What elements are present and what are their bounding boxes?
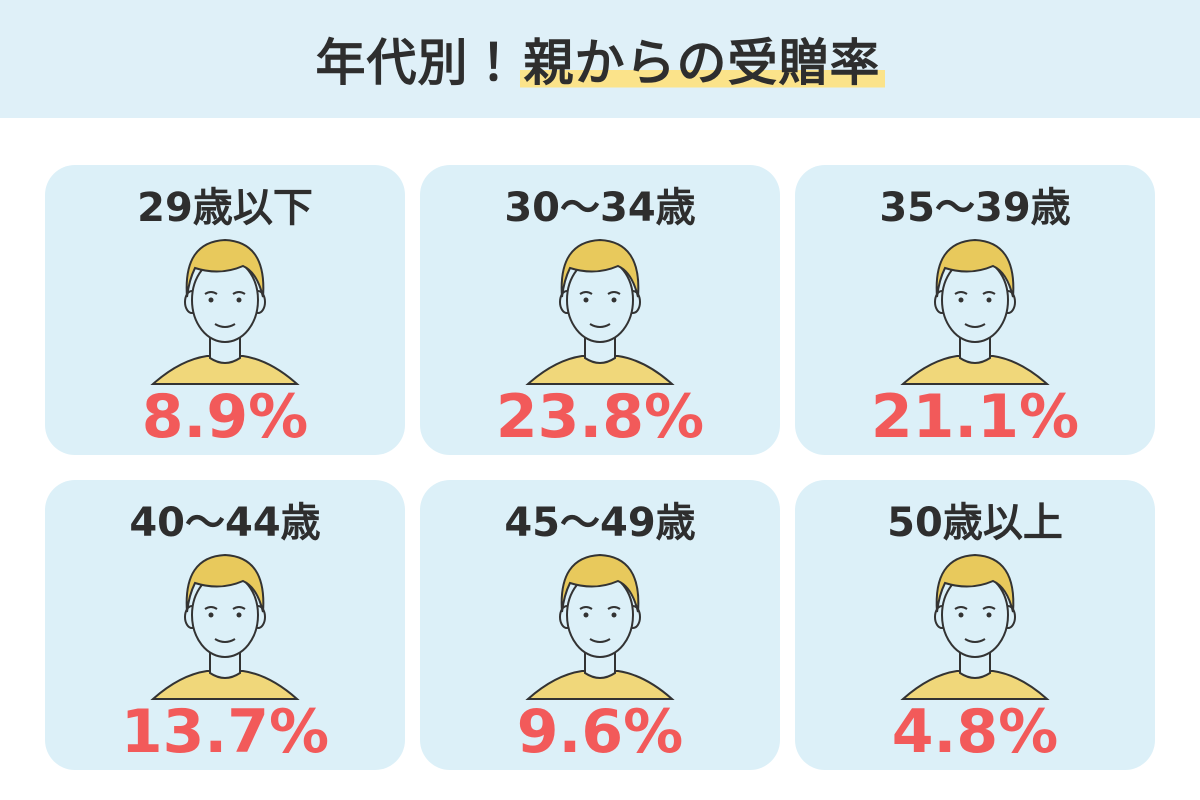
face-illustration — [895, 535, 1055, 700]
gift-rate: 13.7% — [120, 697, 330, 767]
face-icon — [895, 535, 1055, 700]
gift-rate: 21.1% — [870, 382, 1080, 452]
face-icon — [520, 535, 680, 700]
age-label: 30～34歳 — [504, 185, 696, 231]
age-label: 29歳以下 — [137, 185, 313, 231]
face-icon — [145, 535, 305, 700]
title: 年代別！親からの受贈率 — [316, 23, 885, 95]
age-card: 50歳以上 4.8% — [795, 480, 1155, 770]
face-illustration — [895, 220, 1055, 385]
header: 年代別！親からの受贈率 — [0, 0, 1200, 118]
face-illustration — [520, 535, 680, 700]
title-lead: 年代別！ — [315, 34, 520, 92]
age-label: 50歳以上 — [887, 500, 1063, 546]
face-icon — [145, 220, 305, 385]
gift-rate: 8.9% — [141, 382, 309, 452]
face-icon — [520, 220, 680, 385]
age-card: 45～49歳 9.6% — [420, 480, 780, 770]
face-illustration — [145, 535, 305, 700]
gift-rate: 23.8% — [495, 382, 705, 452]
age-card: 30～34歳 23.8% — [420, 165, 780, 455]
age-label: 35～39歳 — [879, 185, 1071, 231]
face-illustration — [520, 220, 680, 385]
age-card: 40～44歳 13.7% — [45, 480, 405, 770]
age-label: 40～44歳 — [129, 500, 321, 546]
gift-rate: 9.6% — [516, 697, 684, 767]
gift-rate: 4.8% — [891, 697, 1059, 767]
age-card: 35～39歳 21.1% — [795, 165, 1155, 455]
title-highlight: 親からの受贈率 — [519, 34, 885, 92]
face-illustration — [145, 220, 305, 385]
face-icon — [895, 220, 1055, 385]
age-label: 45～49歳 — [504, 500, 696, 546]
age-card: 29歳以下 8.9% — [45, 165, 405, 455]
